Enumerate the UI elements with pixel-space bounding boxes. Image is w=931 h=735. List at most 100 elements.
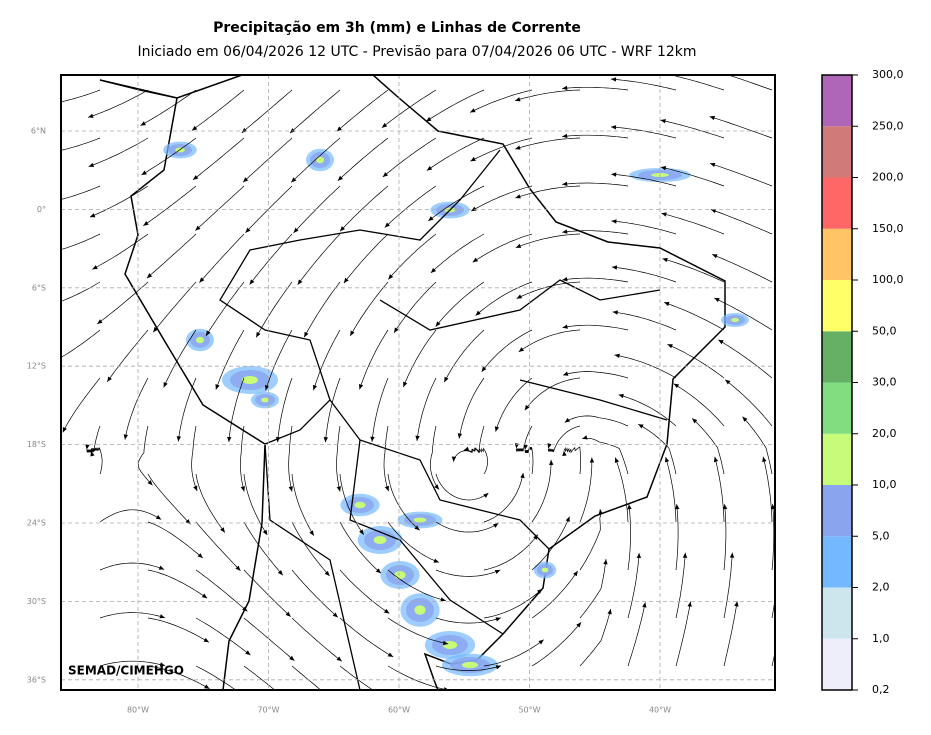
streamline (291, 569, 339, 618)
arrow-head (457, 433, 463, 439)
color-swatch (822, 331, 852, 383)
arrow-head (444, 376, 449, 383)
arrow-head (206, 330, 211, 336)
arrow-head (562, 133, 568, 139)
arrow-head (718, 339, 724, 345)
arrow-head (563, 371, 569, 376)
streamline (313, 329, 341, 391)
streamline (515, 233, 581, 249)
arrow-head (403, 381, 408, 388)
streamline (89, 185, 149, 218)
graticule (61, 75, 775, 690)
color-swatch (822, 638, 852, 690)
streamline (709, 116, 773, 139)
arrow-head (664, 301, 670, 307)
arrow-head (289, 655, 295, 661)
arrow-head (197, 553, 203, 558)
streamline (665, 456, 677, 523)
streamline (339, 665, 374, 690)
arrow-head (340, 226, 346, 232)
arrow-head (562, 324, 568, 329)
colorbar-label: 5,0 (872, 529, 890, 542)
arrow-head (475, 310, 481, 316)
arrow-head (611, 219, 617, 224)
arrow-head (562, 85, 568, 91)
streamline (106, 329, 149, 383)
streamline (249, 233, 293, 285)
lat-label: 36°S (27, 675, 46, 684)
streamline (291, 665, 322, 690)
streamline (611, 220, 677, 235)
arrow-head (159, 662, 166, 667)
lat-label: 12°S (27, 362, 46, 371)
arrow-head (682, 552, 688, 558)
arrow-head (89, 213, 96, 218)
streamline (627, 552, 640, 619)
streamline (99, 612, 166, 619)
arrow-head (323, 437, 329, 443)
streamline (430, 425, 440, 490)
streamline (723, 504, 727, 571)
streamline (524, 377, 581, 411)
streamline (387, 569, 446, 601)
streamline (531, 516, 570, 571)
arrow-head (384, 608, 390, 614)
precip-area (242, 376, 258, 384)
streamline (612, 311, 677, 331)
arrow-head (598, 509, 603, 515)
streamline (564, 415, 629, 427)
streamline (691, 418, 725, 475)
streamline (562, 182, 629, 187)
streamline (195, 569, 248, 612)
arrow-head (523, 444, 528, 450)
streamline (618, 394, 677, 427)
arrow-head (262, 529, 268, 536)
arrow-head (140, 121, 146, 126)
arrow-head (389, 699, 395, 705)
streamline (87, 89, 149, 118)
streamline (723, 552, 733, 619)
streamline (495, 377, 533, 432)
arrow-head (725, 379, 731, 385)
streamline (195, 521, 241, 571)
arrow-head (611, 265, 618, 270)
streamline (762, 456, 773, 523)
credit: SEMAD/CIMEHGO (68, 664, 184, 678)
lon-label: 70°W (257, 706, 279, 715)
streamline (339, 617, 394, 658)
arrow-head (471, 206, 477, 212)
arrow-head (638, 424, 644, 429)
colorbar: 0,2 1,0 2,0 5,0 10,0 20,0 30,0 50,0 100,0 150,0 20… (821, 68, 904, 696)
arrow-head (141, 170, 147, 175)
colorbar-label: 50,0 (872, 324, 897, 337)
arrow-head (434, 484, 440, 490)
lon-label: 50°W (518, 706, 540, 715)
streamline (771, 597, 775, 619)
arrow-head (176, 436, 182, 442)
arrow-head (107, 376, 112, 382)
streamline (481, 329, 533, 373)
arrow-head (562, 450, 567, 456)
arrow-head (515, 97, 521, 102)
arrow-head (662, 257, 668, 263)
streamline (667, 343, 725, 379)
streamline (710, 209, 773, 235)
arrow-head (245, 650, 251, 656)
streamline (243, 473, 268, 536)
streamline (660, 166, 725, 187)
streamline (381, 89, 437, 128)
precip-area (373, 536, 387, 544)
streamline (383, 425, 389, 492)
streamline (458, 377, 485, 439)
arrow-head (290, 702, 297, 709)
arrow-head (350, 330, 355, 336)
streamline (435, 569, 501, 577)
arrow-head (428, 216, 434, 221)
arrow-head (384, 485, 389, 492)
arrow-head (576, 622, 582, 628)
precip-area (354, 501, 366, 509)
subtitle: Iniciado em 06/04/2026 12 UTC - Previsão… (137, 44, 696, 60)
streamline (339, 473, 365, 535)
streamline (662, 258, 725, 283)
arrow-head (288, 486, 293, 492)
